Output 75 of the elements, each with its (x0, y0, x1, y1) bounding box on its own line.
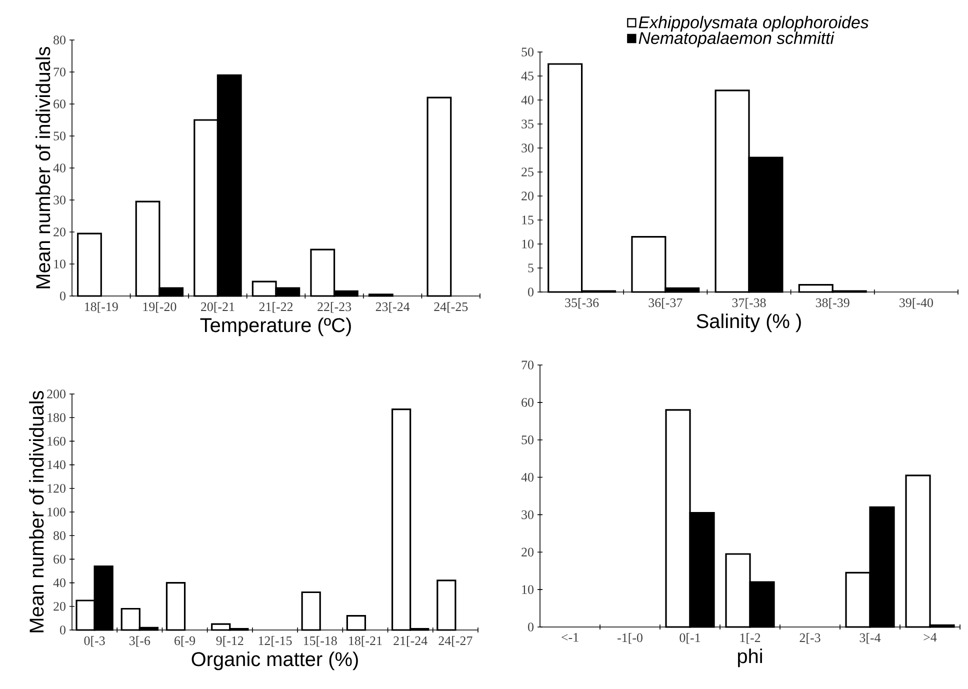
x-axis-title: phi (738, 648, 762, 668)
x-tick-label: 38[-39 (816, 298, 850, 309)
y-tick-label: 40 (53, 578, 66, 588)
y-tick-label: 40 (521, 96, 534, 104)
x-tick-label: 3[-4 (860, 633, 881, 644)
y-tick-label: 20 (522, 192, 534, 200)
y-tick-label: 60 (522, 398, 534, 407)
y-axis-title: Mean number of individuals (29, 390, 44, 632)
x-tick-label: 20[-21 (201, 302, 234, 313)
y-tick-label: 160 (48, 436, 66, 446)
legend-label: Exhippolysmata oplophoroides (638, 16, 869, 32)
x-tick-label: 24[-27 (438, 636, 472, 647)
y-tick-label: 40 (521, 472, 534, 482)
x-tick-label: 18[-21 (349, 636, 382, 647)
x-tick-label: -1[-0 (618, 633, 642, 644)
x-tick-label: 9[-12 (216, 636, 244, 647)
x-tick-label: 0[-3 (84, 636, 105, 647)
y-tick-label: 30 (54, 196, 66, 204)
legend-label: Nematopalaemon schmitti (638, 32, 834, 48)
y-tick-label: 80 (54, 531, 66, 540)
y-tick-label: 40 (53, 164, 66, 172)
y-tick-label: 45 (521, 72, 534, 80)
x-tick-label: 2[-3 (800, 633, 820, 644)
x-tick-label: >4 (924, 633, 937, 642)
y-tick-label: 60 (54, 554, 66, 564)
x-tick-label: 19[-20 (143, 302, 176, 313)
x-tick-label: 36[-37 (648, 298, 682, 309)
x-tick-label: 23[-24 (376, 302, 410, 313)
y-tick-label: 140 (48, 460, 66, 470)
x-tick-label: 1[-2 (740, 633, 760, 644)
y-tick-label: 50 (54, 132, 66, 140)
x-tick-label: 22[-23 (318, 302, 352, 313)
y-tick-label: 30 (522, 510, 534, 520)
x-tick-label: 0[-1 (680, 633, 700, 644)
x-tick-label: 37[-38 (732, 298, 766, 309)
y-tick-label: 15 (522, 216, 534, 224)
y-tick-label: 25 (522, 168, 534, 176)
x-axis-title: Salinity (% ) (696, 314, 801, 332)
y-tick-label: 0 (60, 292, 66, 300)
x-tick-label: 21[-22 (259, 302, 293, 313)
x-tick-label: 39[-40 (900, 298, 933, 309)
y-tick-label: 80 (54, 36, 66, 44)
x-tick-label: 24[-25 (434, 302, 468, 313)
y-tick-label: 5 (528, 264, 534, 272)
y-tick-label: 0 (528, 288, 534, 296)
y-tick-label: 10 (522, 240, 534, 248)
x-tick-label: 3[-6 (130, 636, 150, 647)
x-tick-label: 35[-36 (565, 298, 599, 309)
x-tick-label: <-1 (562, 633, 578, 642)
x-tick-label: 15[-18 (304, 636, 337, 647)
y-tick-label: 30 (522, 144, 534, 152)
y-tick-label: 0 (528, 622, 534, 632)
y-tick-label: 10 (522, 585, 534, 594)
y-tick-label: 20 (54, 602, 66, 611)
y-tick-label: 20 (54, 228, 66, 236)
y-tick-label: 180 (48, 413, 66, 422)
y-tick-label: 35 (522, 120, 534, 128)
x-tick-label: 21[-24 (394, 636, 428, 647)
y-tick-label: 120 (48, 484, 66, 493)
y-tick-label: 50 (522, 435, 534, 444)
y-tick-label: 50 (522, 48, 534, 56)
x-tick-label: 12[-15 (258, 636, 292, 647)
y-axis-title: Mean number of individuals (36, 46, 50, 288)
x-tick-label: 6[-9 (174, 636, 196, 647)
y-tick-label: 10 (54, 260, 66, 268)
y-tick-label: 200 (47, 390, 66, 398)
y-tick-label: 70 (54, 68, 66, 76)
x-tick-label: 18[-19 (85, 302, 118, 313)
y-tick-label: 60 (54, 100, 66, 108)
y-tick-label: 20 (522, 548, 534, 557)
y-tick-label: 0 (60, 626, 66, 634)
x-axis-title: Organic matter (%) (192, 652, 358, 670)
y-tick-label: 70 (522, 360, 534, 370)
x-axis-title: Temperature (ºC) (200, 318, 351, 336)
y-tick-label: 100 (48, 508, 66, 516)
